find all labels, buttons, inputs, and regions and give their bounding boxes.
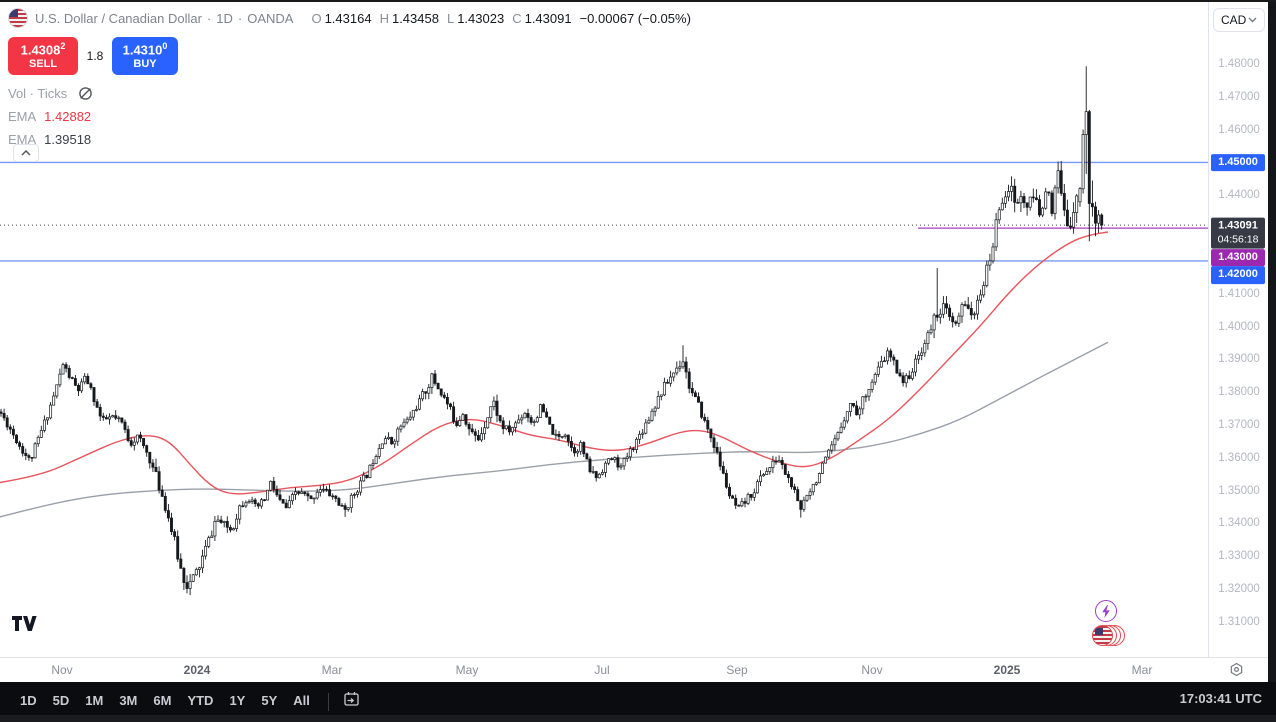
range-button-ytd[interactable]: YTD [179,689,221,713]
range-button-1y[interactable]: 1Y [221,689,253,713]
calendar-icon[interactable] [339,691,364,707]
low-value: 1.43023 [457,10,505,26]
economic-events[interactable] [1092,600,1138,647]
ema-fast-line [0,231,1109,495]
currency-dropdown[interactable]: CAD [1213,8,1265,32]
indicator-ema-fast[interactable]: EMA 1.42882 [8,109,691,124]
chart-canvas[interactable]: U.S. Dollar / Canadian Dollar · 1D · OAN… [0,0,1208,657]
us-flag-stack-icon[interactable] [1092,625,1138,647]
bottom-toolbar: 1D 5D 1M 3M 6M YTD 1Y 5Y All 17:03:41 UTC [0,682,1276,722]
time-tick-label: Nov [861,663,883,677]
price-axis[interactable]: CAD 1.48000 1.47000 1.46000 1.44000 1.41000 1… [1208,0,1269,657]
tradingview-logo[interactable] [12,616,38,637]
time-tick-label: Mar [1131,663,1153,677]
price-tick-label: 1.38000 [1218,386,1260,399]
buy-label: BUY [133,58,157,71]
open-value: 1.43164 [324,10,372,26]
close-value: 1.43091 [524,10,572,26]
time-tick-label: 2025 [993,663,1021,677]
interval-label[interactable]: 1D [216,10,233,26]
symbol-header[interactable]: U.S. Dollar / Canadian Dollar · 1D · OAN… [8,8,691,28]
range-button-5d[interactable]: 5D [45,689,78,713]
time-tick-label: Mar [321,663,343,677]
spread-value: 1.8 [86,49,104,63]
symbol-title[interactable]: U.S. Dollar / Canadian Dollar [35,10,202,26]
candlestick-chart[interactable] [0,0,1208,657]
volume-indicator-name: Vol · Ticks [8,85,68,101]
lightning-icon[interactable] [1095,600,1117,622]
range-button-3m[interactable]: 3M [111,689,145,713]
price-tick-label: 1.36000 [1218,451,1260,464]
candles [0,66,1104,596]
separator-dot: · [206,10,212,26]
indicator-volume[interactable]: Vol · Ticks [8,85,691,101]
range-button-1m[interactable]: 1M [77,689,111,713]
us-flag-icon [8,8,28,28]
price-tick-label: 1.35000 [1218,484,1260,497]
separator-dot: · [237,10,243,26]
level-price-label: 1.42000 [1211,266,1265,284]
price-tick-label: 1.31000 [1218,615,1260,628]
exchange-label[interactable]: OANDA [247,10,294,26]
sell-button[interactable]: 1.43082 SELL [8,37,78,75]
chart-legend: U.S. Dollar / Canadian Dollar · 1D · OAN… [8,8,691,147]
range-button-6m[interactable]: 6M [145,689,179,713]
high-value: 1.43458 [391,10,439,26]
price-tick-label: 1.32000 [1218,583,1260,596]
high-label: H [379,10,389,26]
window-top-edge [0,0,1276,2]
price-tick-label: 1.41000 [1218,287,1260,300]
currency-value: CAD [1221,13,1247,27]
ohlc-values: O 1.43164 H 1.43458 L 1.43023 C 1.43091 … [303,11,690,26]
chevron-down-icon [1248,17,1257,23]
ema-fast-value: 1.42882 [44,109,92,124]
price-tick-label: 1.46000 [1218,123,1260,136]
ema-slow-value: 1.39518 [44,132,92,147]
price-tick-label: 1.39000 [1218,353,1260,366]
utc-clock: 17:03:41 UTC [1179,691,1262,706]
price-tick-label: 1.37000 [1218,419,1260,432]
low-label: L [446,10,455,26]
range-button-5y[interactable]: 5Y [253,689,285,713]
price-tick-label: 1.44000 [1218,189,1260,202]
range-button-1d[interactable]: 1D [12,689,45,713]
time-tick-label: 2024 [183,663,211,677]
price-tick-label: 1.40000 [1218,320,1260,333]
level-price-label: 1.45000 [1211,153,1265,172]
ema-fast-name: EMA [8,109,37,124]
window-right-edge [1268,0,1276,682]
current-price-label: 1.43091 04:56:18 [1211,217,1265,249]
change-value: −0.00067 (−0.05%) [579,10,691,26]
time-tick-label: Nov [51,663,73,677]
gear-icon[interactable] [1229,662,1244,677]
buy-button[interactable]: 1.43100 BUY [112,37,178,75]
eye-off-icon[interactable] [77,86,94,101]
price-tick-label: 1.34000 [1218,517,1260,530]
price-tick-label: 1.48000 [1218,58,1260,70]
open-label: O [311,10,322,26]
close-label: C [512,10,522,26]
range-button-all[interactable]: All [285,689,318,713]
time-tick-label: Sep [726,663,748,677]
time-tick-label: Jul [594,663,610,677]
indicator-ema-slow[interactable]: EMA 1.39518 [8,132,691,147]
level-price-label: 1.43000 [1211,248,1265,267]
time-tick-label: May [455,663,479,677]
price-tick-label: 1.33000 [1218,550,1260,563]
countdown-timer: 04:56:18 [1217,233,1259,246]
price-tick-label: 1.47000 [1218,90,1260,103]
chevron-up-icon[interactable] [13,144,39,162]
sell-label: SELL [28,58,58,71]
ema-slow-name: EMA [8,132,37,147]
time-axis[interactable]: Nov 2024 Mar May Jul Sep Nov 2025 Mar [0,657,1268,683]
toolbar-divider [327,693,329,711]
